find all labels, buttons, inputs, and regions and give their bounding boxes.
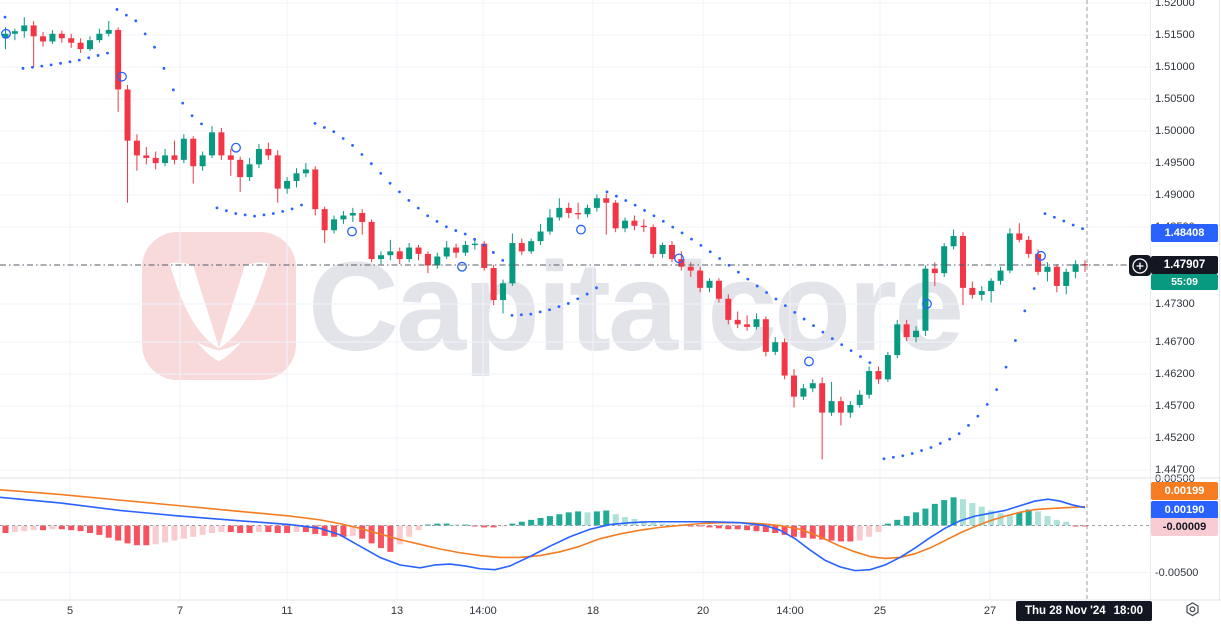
time-tick-label: 18 — [586, 605, 600, 617]
time-tick-label: 5 — [66, 605, 74, 617]
timezone-gear-button[interactable] — [1182, 600, 1202, 618]
macd-line-value-label: 0.00190 — [1151, 501, 1218, 519]
plus-button[interactable] — [1129, 255, 1151, 276]
price-tick-label: 1.44700 — [1155, 464, 1195, 476]
price-tick-label: 1.46200 — [1155, 368, 1195, 380]
capitalcore-logo-icon — [142, 232, 296, 381]
time-tick-label: 13 — [390, 605, 404, 617]
macd-histogram — [2, 497, 1089, 552]
price-tick-label: 1.49000 — [1155, 189, 1195, 201]
time-tick-label: 7 — [176, 605, 184, 617]
sar-value-label: 1.48408 — [1151, 224, 1218, 242]
price-axis[interactable]: 1.52000 1.51500 1.51000 1.50500 1.50000 1.495… — [1151, 0, 1221, 600]
watermark: Capitalcore — [140, 232, 964, 382]
price-tick-label: -0.00500 — [1155, 566, 1199, 579]
pane-separators — [0, 477, 1221, 601]
time-tick-label: 27 — [983, 605, 997, 617]
time-tick-label: 20 — [696, 605, 710, 617]
price-tick-label: 1.52000 — [1155, 0, 1195, 9]
time-tick-label: 14:00 — [469, 605, 497, 617]
badge-time: 18:00 — [1113, 605, 1143, 617]
price-tick-label: 1.51500 — [1155, 29, 1195, 41]
macd-line — [0, 496, 1086, 572]
time-tick-label: 25 — [873, 605, 887, 617]
crosshair-time-badge: Thu 28 Nov '24 18:00 — [1016, 601, 1152, 621]
signal-line — [0, 488, 1086, 560]
last-price-label: 1.47907 — [1151, 256, 1218, 274]
price-tick-label: 1.47300 — [1155, 298, 1195, 310]
price-tick-label: 1.50000 — [1155, 125, 1195, 137]
price-tick-label: 1.46700 — [1155, 336, 1195, 348]
badge-date: Thu 28 Nov '24 — [1025, 605, 1106, 617]
price-axis-separator — [1150, 0, 1151, 600]
plus-icon — [1132, 257, 1148, 274]
price-tick-label: 1.49500 — [1155, 157, 1195, 169]
bar-countdown-label: 55:09 — [1151, 274, 1218, 290]
gear-icon — [1185, 601, 1199, 616]
time-tick-label: 14:00 — [776, 605, 804, 617]
time-tick-label: 11 — [281, 605, 293, 617]
price-tick-label: 0.00500 — [1155, 472, 1195, 485]
price-tick-label: 1.45200 — [1155, 432, 1195, 444]
price-tick-label: 1.45700 — [1155, 400, 1195, 412]
price-tick-label: 1.50500 — [1155, 93, 1195, 105]
right-edge-separator — [1219, 0, 1220, 600]
macd-signal-value-label: 0.00199 — [1151, 482, 1218, 500]
price-tick-label: 1.51000 — [1155, 61, 1195, 73]
watermark-text: Capitalcore — [308, 236, 964, 377]
macd-histogram-value-label: -0.00009 — [1151, 518, 1218, 536]
